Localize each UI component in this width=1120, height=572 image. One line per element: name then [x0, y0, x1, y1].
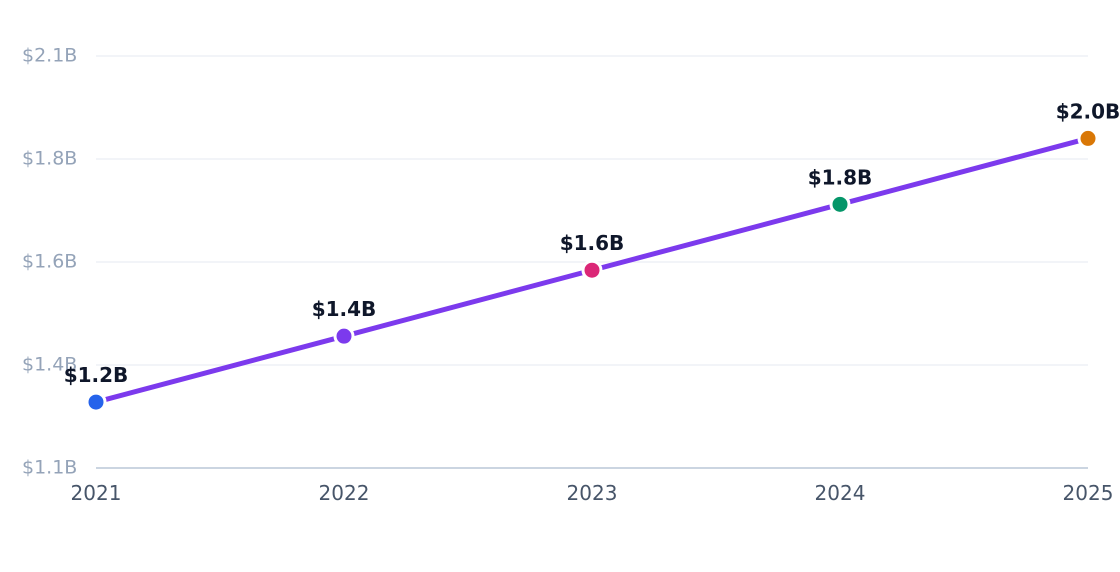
x-tick-label: 2025 [1063, 481, 1114, 505]
data-point[interactable] [333, 325, 355, 347]
series-layer [85, 127, 1099, 413]
data-label: $1.2B [64, 363, 129, 387]
data-label: $2.0B [1056, 99, 1120, 123]
data-point[interactable] [829, 193, 851, 215]
data-label: $1.6B [560, 231, 625, 255]
x-tick-label: 2023 [567, 481, 618, 505]
data-point[interactable] [85, 391, 107, 413]
data-point[interactable] [1077, 127, 1099, 149]
data-label-layer: $1.2B $1.4B $1.6B $1.8B $2.0B [64, 99, 1120, 387]
x-tick-label: 2021 [71, 481, 122, 505]
y-tick-label: $2.1B [22, 45, 77, 67]
axis-layer: $1.1B $1.4B $1.6B $1.8B $2.1B 2021 2022 2023 202… [22, 45, 1113, 506]
y-tick-label: $1.4B [22, 354, 77, 376]
y-tick-label: $1.8B [22, 148, 77, 170]
y-tick-label: $1.1B [22, 457, 77, 479]
y-tick-label: $1.6B [22, 251, 77, 273]
data-point[interactable] [581, 259, 603, 281]
grid-layer [96, 55, 1088, 366]
data-label: $1.4B [312, 297, 377, 321]
data-label: $1.8B [808, 165, 873, 189]
x-tick-label: 2022 [319, 481, 370, 505]
x-tick-label: 2024 [815, 481, 866, 505]
